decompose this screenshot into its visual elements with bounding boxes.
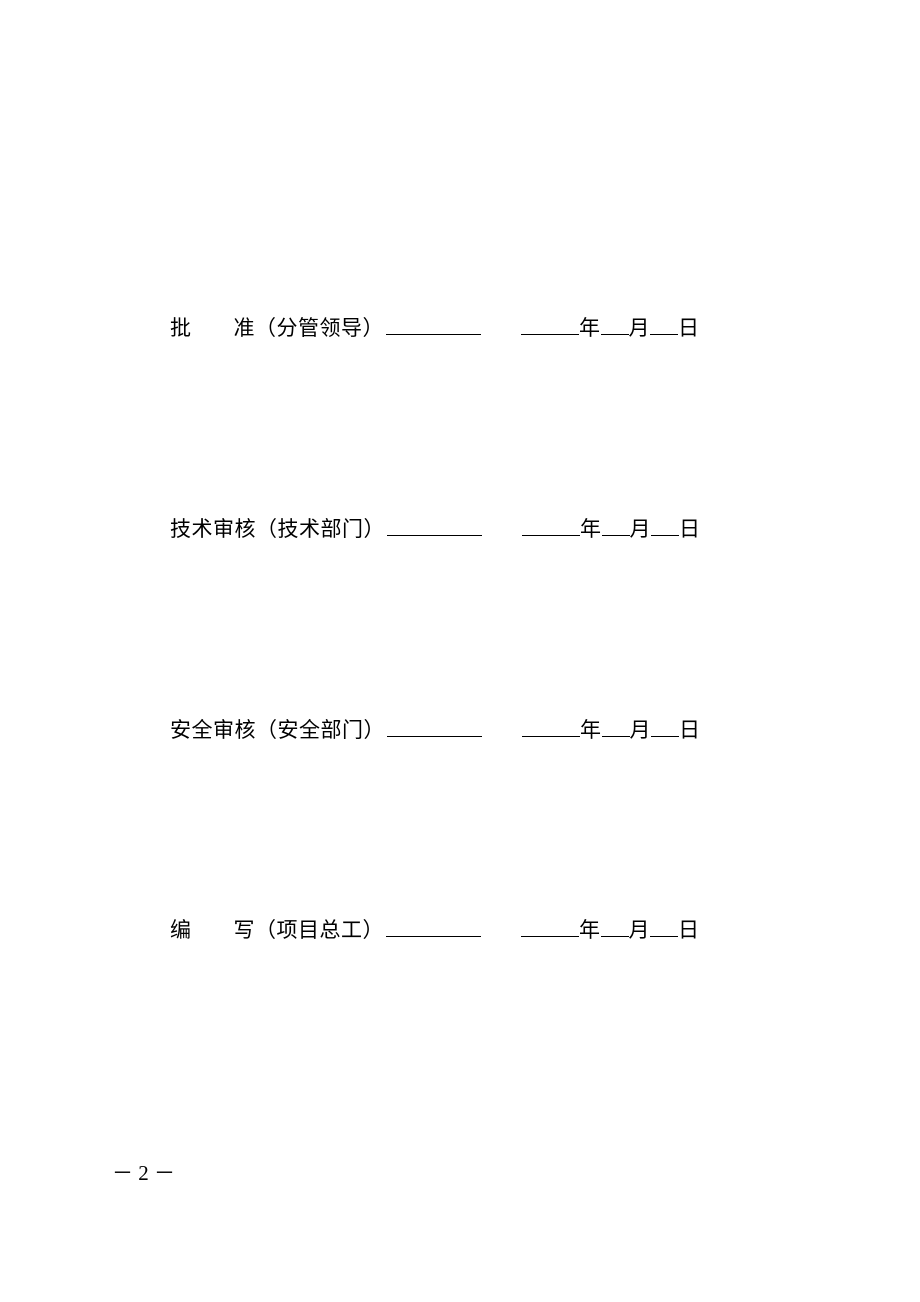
month-label: 月 <box>630 718 652 742</box>
day-label: 日 <box>678 918 700 942</box>
compile-signature-blank[interactable] <box>386 936 481 937</box>
safety-review-month-blank[interactable] <box>602 736 630 737</box>
compile-label-1: 编 <box>170 918 192 942</box>
safety-review-year-blank[interactable] <box>522 736 580 737</box>
compile-label-2: 写 <box>234 918 256 942</box>
tech-review-month-blank[interactable] <box>602 535 630 536</box>
year-label: 年 <box>580 517 602 541</box>
approval-label-1: 批 <box>170 316 192 340</box>
approval-year-blank[interactable] <box>521 334 579 335</box>
tech-review-line: 技术审核（技术部门） 年 月 日 <box>170 511 810 549</box>
page-content: 批准（分管领导）年月日 技术审核（技术部门）年月日 安全审核（安全部门）年月日 … <box>0 0 920 950</box>
safety-review-signature-blank[interactable] <box>387 736 482 737</box>
tech-review-label: 技术审核 <box>170 517 256 541</box>
approval-day-blank[interactable] <box>650 334 678 335</box>
day-label: 日 <box>678 316 700 340</box>
tech-review-year-blank[interactable] <box>522 535 580 536</box>
day-label: 日 <box>679 517 701 541</box>
month-label: 月 <box>629 918 651 942</box>
compile-role: （项目总工） <box>255 918 384 942</box>
approval-signature-blank[interactable] <box>386 334 481 335</box>
compile-line: 编 写（项目总工） 年 月 日 <box>170 912 810 950</box>
year-label: 年 <box>579 918 601 942</box>
month-label: 月 <box>629 316 651 340</box>
year-label: 年 <box>580 718 602 742</box>
safety-review-role: （安全部门） <box>256 718 385 742</box>
compile-year-blank[interactable] <box>521 936 579 937</box>
approval-line: 批 准（分管领导） 年 月 日 <box>170 310 810 348</box>
month-label: 月 <box>630 517 652 541</box>
compile-month-blank[interactable] <box>601 936 629 937</box>
safety-review-line: 安全审核（安全部门） 年 月 日 <box>170 712 810 750</box>
year-label: 年 <box>579 316 601 340</box>
day-label: 日 <box>679 718 701 742</box>
safety-review-label: 安全审核 <box>170 718 256 742</box>
page-number: － 2 － <box>112 1157 175 1187</box>
compile-day-blank[interactable] <box>650 936 678 937</box>
tech-review-signature-blank[interactable] <box>387 535 482 536</box>
tech-review-day-blank[interactable] <box>651 535 679 536</box>
safety-review-day-blank[interactable] <box>651 736 679 737</box>
approval-role: （分管领导） <box>255 316 384 340</box>
approval-label-2: 准 <box>234 316 256 340</box>
approval-month-blank[interactable] <box>601 334 629 335</box>
tech-review-role: （技术部门） <box>256 517 385 541</box>
